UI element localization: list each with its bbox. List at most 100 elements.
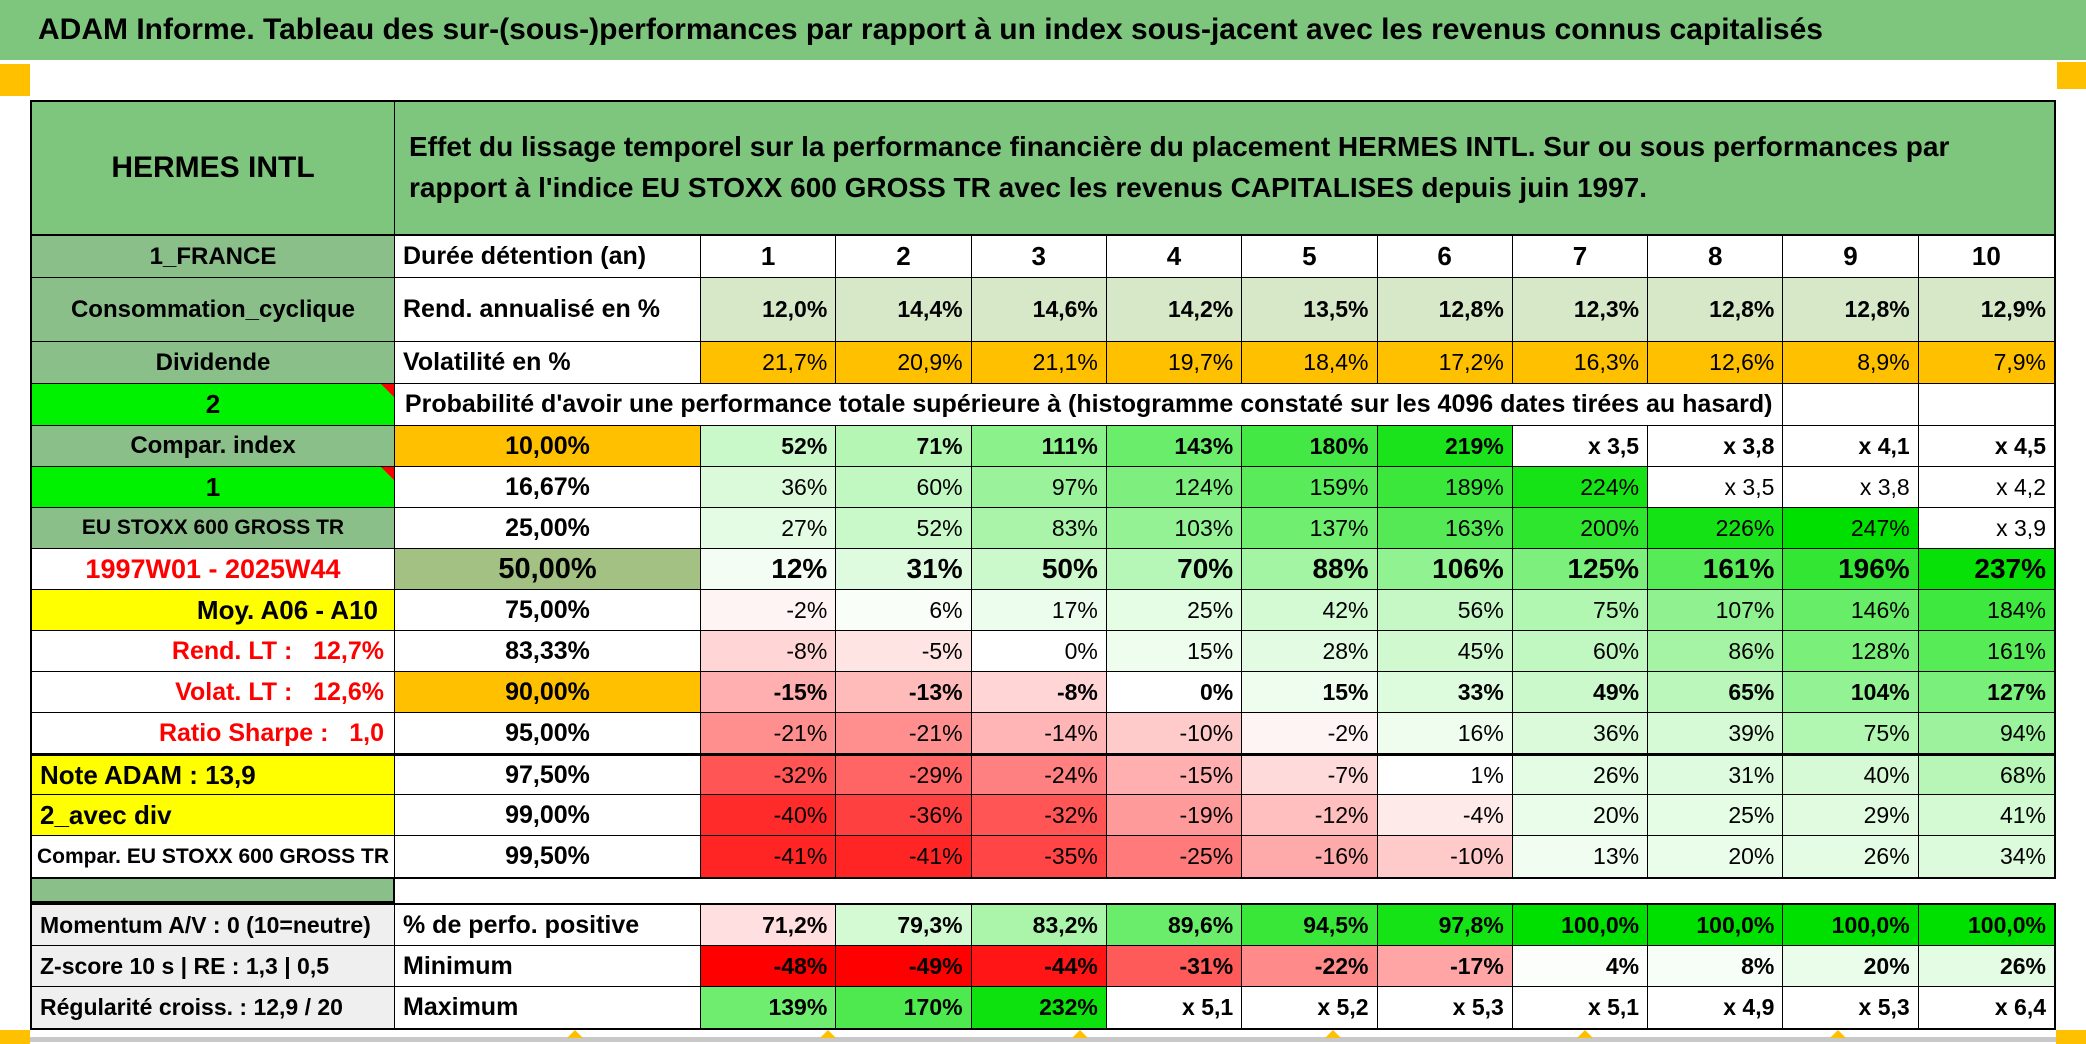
cell-p99-5-4[interactable]: -25%	[1106, 836, 1243, 877]
cell-p99-5-6[interactable]: -10%	[1377, 836, 1513, 877]
row-label-p25[interactable]: EU STOXX 600 GROSS TR	[32, 508, 395, 549]
cell-p97-5-4[interactable]: -15%	[1106, 754, 1243, 795]
cell-p99-5-10[interactable]: 34%	[1918, 836, 2054, 877]
row-label-p83-33[interactable]: Rend. LT : 12,7%	[32, 631, 395, 672]
cell-rend-annualise-10[interactable]: 12,9%	[1918, 278, 2054, 342]
metric-label-p95[interactable]: 95,00%	[395, 713, 701, 754]
cell-p50-10[interactable]: 237%	[1918, 549, 2054, 590]
cell-probabilite-empty-1[interactable]	[1783, 384, 1919, 426]
cell-rend-annualise-2[interactable]: 14,4%	[836, 278, 972, 342]
cell-duree-detention-4[interactable]: 4	[1106, 236, 1243, 278]
cell-p83-33-9[interactable]: 128%	[1783, 631, 1919, 672]
cell-p95-2[interactable]: -21%	[836, 713, 972, 754]
cell-minimum-4[interactable]: -31%	[1106, 946, 1243, 987]
cell-p16-67-5[interactable]: 159%	[1242, 467, 1378, 508]
cell-probabilite-empty-2[interactable]	[1918, 384, 2054, 426]
cell-p25-8[interactable]: 226%	[1648, 508, 1784, 549]
cell-p95-7[interactable]: 36%	[1512, 713, 1649, 754]
cell-p97-5-8[interactable]: 31%	[1648, 754, 1784, 795]
cell-p95-1[interactable]: -21%	[701, 713, 837, 754]
cell-p90-6[interactable]: 33%	[1377, 672, 1513, 713]
cell-maximum-3[interactable]: 232%	[971, 987, 1107, 1028]
cell-p95-4[interactable]: -10%	[1106, 713, 1243, 754]
cell-p25-4[interactable]: 103%	[1106, 508, 1243, 549]
cell-p25-3[interactable]: 83%	[971, 508, 1107, 549]
cell-maximum-1[interactable]: 139%	[701, 987, 837, 1028]
cell-p75-3[interactable]: 17%	[971, 590, 1107, 631]
cell-p99-6[interactable]: -4%	[1377, 795, 1513, 836]
cell-p97-5-5[interactable]: -7%	[1242, 754, 1378, 795]
cell-duree-detention-6[interactable]: 6	[1377, 236, 1513, 278]
cell-p99-5-1[interactable]: -41%	[701, 836, 837, 877]
cell-p99-5-3[interactable]: -35%	[971, 836, 1107, 877]
cell-p99-9[interactable]: 29%	[1783, 795, 1919, 836]
cell-volatilite-4[interactable]: 19,7%	[1106, 342, 1243, 384]
row-label-p97-5[interactable]: Note ADAM : 13,9	[32, 754, 395, 795]
metric-label-p25[interactable]: 25,00%	[395, 508, 701, 549]
report-description-cell[interactable]: Effet du lissage temporel sur la perform…	[395, 102, 2054, 236]
cell-p10-1[interactable]: 52%	[701, 426, 837, 467]
row-label-maximum[interactable]: Régularité croiss. : 12,9 / 20	[32, 987, 395, 1028]
cell-p99-3[interactable]: -32%	[971, 795, 1107, 836]
cell-p90-10[interactable]: 127%	[1918, 672, 2054, 713]
cell-p16-67-8[interactable]: x 3,5	[1648, 467, 1784, 508]
metric-label-duree-detention[interactable]: Durée détention (an)	[395, 236, 701, 278]
cell-p90-1[interactable]: -15%	[701, 672, 837, 713]
cell-maximum-10[interactable]: x 6,4	[1918, 987, 2054, 1028]
cell-p10-3[interactable]: 111%	[971, 426, 1107, 467]
cell-p99-5-7[interactable]: 13%	[1512, 836, 1649, 877]
row-label-duree-detention[interactable]: 1_FRANCE	[32, 236, 395, 278]
spacer-cell[interactable]	[30, 879, 395, 903]
cell-perfo-positive-8[interactable]: 100,0%	[1648, 905, 1784, 946]
cell-p97-5-7[interactable]: 26%	[1512, 754, 1649, 795]
cell-p75-6[interactable]: 56%	[1377, 590, 1513, 631]
metric-label-volatilite[interactable]: Volatilité en %	[395, 342, 701, 384]
row-label-volatilite[interactable]: Dividende	[32, 342, 395, 384]
cell-p75-5[interactable]: 42%	[1242, 590, 1378, 631]
merged-note-probabilite[interactable]: Probabilité d'avoir une performance tota…	[395, 384, 1784, 426]
cell-p75-7[interactable]: 75%	[1512, 590, 1649, 631]
cell-volatilite-6[interactable]: 17,2%	[1377, 342, 1513, 384]
cell-p16-67-9[interactable]: x 3,8	[1783, 467, 1919, 508]
cell-volatilite-1[interactable]: 21,7%	[701, 342, 837, 384]
cell-p75-10[interactable]: 184%	[1918, 590, 2054, 631]
cell-p83-33-3[interactable]: 0%	[971, 631, 1107, 672]
cell-p83-33-4[interactable]: 15%	[1106, 631, 1243, 672]
row-label-minimum[interactable]: Z-score 10 s | RE : 1,3 | 0,5	[32, 946, 395, 987]
cell-volatilite-9[interactable]: 8,9%	[1783, 342, 1919, 384]
cell-p25-2[interactable]: 52%	[836, 508, 972, 549]
cell-p50-8[interactable]: 161%	[1648, 549, 1784, 590]
cell-p10-10[interactable]: x 4,5	[1918, 426, 2054, 467]
cell-p97-5-1[interactable]: -32%	[701, 754, 837, 795]
cell-p25-1[interactable]: 27%	[701, 508, 837, 549]
cell-minimum-1[interactable]: -48%	[701, 946, 837, 987]
cell-perfo-positive-10[interactable]: 100,0%	[1918, 905, 2054, 946]
cell-p99-10[interactable]: 41%	[1918, 795, 2054, 836]
cell-p95-10[interactable]: 94%	[1918, 713, 2054, 754]
cell-p25-9[interactable]: 247%	[1783, 508, 1919, 549]
metric-label-p75[interactable]: 75,00%	[395, 590, 701, 631]
cell-p99-2[interactable]: -36%	[836, 795, 972, 836]
cell-p75-4[interactable]: 25%	[1106, 590, 1243, 631]
cell-p10-2[interactable]: 71%	[836, 426, 972, 467]
cell-p16-67-7[interactable]: 224%	[1512, 467, 1649, 508]
cell-p99-7[interactable]: 20%	[1512, 795, 1649, 836]
cell-p95-9[interactable]: 75%	[1783, 713, 1919, 754]
cell-minimum-8[interactable]: 8%	[1648, 946, 1784, 987]
row-label-p99-5[interactable]: Compar. EU STOXX 600 GROSS TR	[32, 836, 395, 877]
cell-perfo-positive-7[interactable]: 100,0%	[1512, 905, 1649, 946]
cell-p10-7[interactable]: x 3,5	[1512, 426, 1649, 467]
cell-perfo-positive-5[interactable]: 94,5%	[1242, 905, 1378, 946]
cell-duree-detention-7[interactable]: 7	[1512, 236, 1649, 278]
cell-rend-annualise-7[interactable]: 12,3%	[1512, 278, 1649, 342]
cell-p97-5-6[interactable]: 1%	[1377, 754, 1513, 795]
cell-p50-4[interactable]: 70%	[1106, 549, 1243, 590]
cell-minimum-3[interactable]: -44%	[971, 946, 1107, 987]
metric-label-p16-67[interactable]: 16,67%	[395, 467, 701, 508]
cell-p16-67-4[interactable]: 124%	[1106, 467, 1243, 508]
cell-p97-5-2[interactable]: -29%	[836, 754, 972, 795]
cell-p10-6[interactable]: 219%	[1377, 426, 1513, 467]
cell-p99-5[interactable]: -12%	[1242, 795, 1378, 836]
cell-p97-5-9[interactable]: 40%	[1783, 754, 1919, 795]
cell-duree-detention-8[interactable]: 8	[1648, 236, 1784, 278]
